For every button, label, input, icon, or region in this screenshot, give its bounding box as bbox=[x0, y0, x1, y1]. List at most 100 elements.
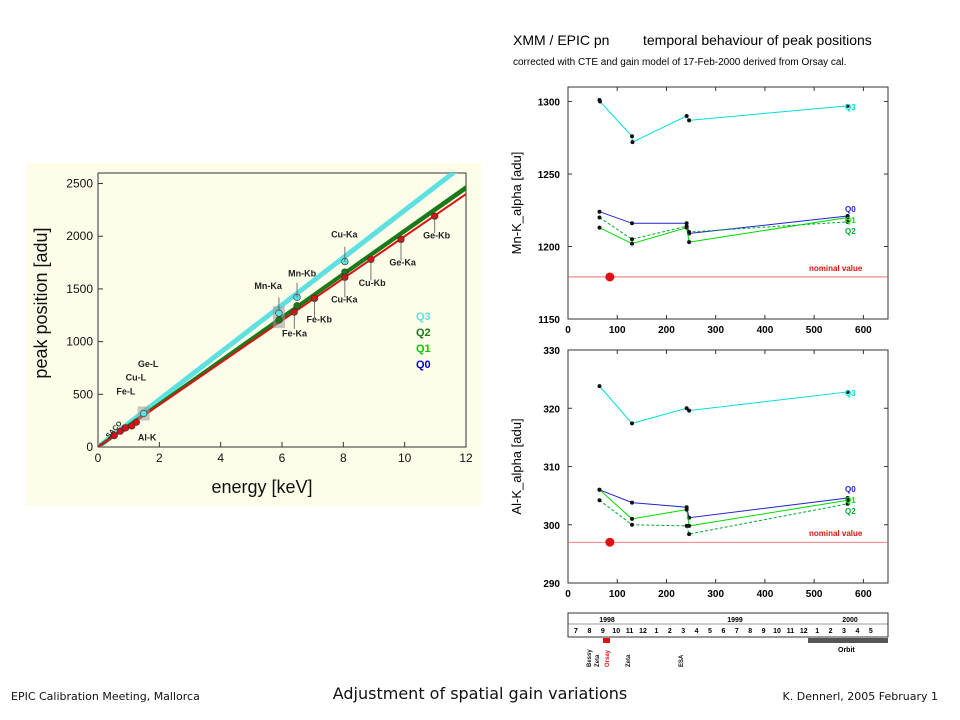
timeline-month: 1 bbox=[815, 628, 819, 635]
series-point bbox=[597, 225, 602, 230]
x-tick-label: 6 bbox=[279, 451, 286, 465]
series-point bbox=[684, 507, 689, 512]
legend-entry: Q2 bbox=[416, 327, 431, 339]
x-tick-label: 500 bbox=[806, 325, 823, 336]
x-tick-label: 300 bbox=[707, 589, 724, 600]
y-tick-label: 320 bbox=[543, 404, 560, 415]
series-point bbox=[630, 421, 634, 426]
series-point bbox=[845, 103, 850, 108]
x-tick-label: 100 bbox=[609, 589, 626, 600]
line-label: Cu-Ka bbox=[331, 229, 358, 239]
footer-meeting: EPIC Calibration Meeting, Mallorca bbox=[11, 690, 200, 703]
line-label: Mn-Ka bbox=[254, 281, 282, 291]
line-label: Ge-L bbox=[138, 359, 159, 369]
timeline-month: 8 bbox=[748, 628, 752, 635]
series-point bbox=[845, 501, 850, 506]
timeline-event: Orsay bbox=[605, 649, 611, 667]
series-line-q2 bbox=[599, 217, 848, 240]
series-point bbox=[597, 498, 602, 503]
series-point bbox=[687, 230, 692, 234]
legend-q3: Q3 bbox=[845, 389, 856, 398]
nominal-label: nominal value bbox=[809, 264, 863, 273]
timeline-month: 5 bbox=[708, 628, 712, 635]
timeline-month: 11 bbox=[626, 628, 634, 635]
timeline-year: 1998 bbox=[599, 617, 615, 624]
series-point bbox=[630, 500, 634, 505]
line-label: Al-K bbox=[138, 433, 157, 443]
legend-q0: Q0 bbox=[845, 485, 856, 494]
data-point bbox=[121, 424, 130, 432]
x-tick-label: 100 bbox=[609, 325, 626, 336]
footer-slide-title: Adjustment of spatial gain variations bbox=[332, 684, 628, 703]
series-point bbox=[687, 408, 692, 413]
data-point bbox=[132, 418, 140, 426]
series-point bbox=[630, 516, 634, 521]
timeline-month: 2 bbox=[829, 628, 833, 635]
line-label: Mn-Kb bbox=[288, 268, 316, 278]
timeline-month: 3 bbox=[681, 628, 685, 635]
plot-frame bbox=[567, 86, 889, 320]
fit-line-q3 bbox=[98, 173, 458, 447]
y-axis-label: peak position [adu] bbox=[31, 227, 51, 378]
data-point bbox=[140, 409, 148, 418]
x-tick-label: 0 bbox=[95, 451, 102, 465]
x-tick-label: 400 bbox=[757, 589, 774, 600]
legend-q1: Q1 bbox=[845, 216, 856, 225]
chart-title-2: temporal behaviour of peak positions bbox=[643, 32, 872, 48]
timeline-month: 10 bbox=[773, 628, 781, 635]
energy-calibration-chart: 0 2 4 6 8 10 12 0 500 1000 1500 2000 2500 energy [keV… bbox=[31, 172, 473, 497]
series-point bbox=[687, 118, 692, 123]
legend-q2: Q2 bbox=[845, 227, 856, 236]
x-tick-label: 0 bbox=[565, 589, 571, 600]
series-point bbox=[630, 221, 634, 226]
series-line-q1 bbox=[599, 217, 848, 245]
temporal-behaviour-chart: XMM / EPIC pn temporal behaviour of peak … bbox=[509, 32, 889, 667]
series-point bbox=[597, 487, 602, 492]
legend-q3: Q3 bbox=[845, 103, 856, 112]
timeline-month: 4 bbox=[855, 628, 859, 635]
legend-entry: Q0 bbox=[416, 359, 431, 371]
series-point bbox=[597, 384, 602, 389]
line-label: Cu-Ka bbox=[331, 295, 358, 305]
data-point bbox=[110, 432, 118, 440]
x-tick-label: 400 bbox=[757, 325, 774, 336]
timeline-month: 5 bbox=[869, 628, 873, 635]
y-axis-label: Mn-K_alpha [adu] bbox=[509, 152, 524, 255]
series-point bbox=[684, 224, 689, 229]
y-tick-label: 1150 bbox=[538, 315, 560, 326]
chart-title: XMM / EPIC pn bbox=[513, 32, 609, 48]
legend-q0: Q0 bbox=[845, 205, 856, 214]
timeline-month: 12 bbox=[800, 628, 808, 635]
series-point bbox=[845, 215, 850, 220]
timeline-event: Zeta bbox=[626, 654, 632, 667]
plot-frame bbox=[567, 349, 889, 584]
series-point bbox=[630, 522, 634, 527]
nominal-marker bbox=[605, 272, 615, 282]
x-axis-label: energy [keV] bbox=[211, 477, 312, 497]
timeline-month: 11 bbox=[787, 628, 795, 635]
x-tick-label: 500 bbox=[806, 589, 823, 600]
series-line-q1 bbox=[599, 489, 848, 527]
nominal-marker bbox=[605, 537, 615, 547]
x-tick-label: 10 bbox=[398, 451, 412, 465]
series-line-q0 bbox=[599, 489, 848, 519]
orsay-marker bbox=[603, 638, 610, 643]
series-point bbox=[630, 134, 634, 139]
timeline-event: ESA bbox=[679, 654, 685, 667]
y-tick-label: 1250 bbox=[538, 170, 561, 181]
y-tick-label: 1300 bbox=[538, 98, 561, 109]
line-label: Fe-Ka bbox=[282, 328, 308, 338]
y-tick-label: 330 bbox=[543, 346, 560, 357]
x-tick-label: 8 bbox=[340, 451, 347, 465]
y-axis-label: Al-K_alpha [adu] bbox=[509, 418, 524, 514]
timeline-month: 4 bbox=[695, 628, 699, 635]
series-point bbox=[630, 237, 634, 242]
timeline-month: 6 bbox=[721, 628, 725, 635]
series-point bbox=[598, 99, 602, 104]
x-tick-label: 12 bbox=[459, 451, 473, 465]
timeline-month: 7 bbox=[574, 628, 578, 635]
nominal-label: nominal value bbox=[809, 529, 863, 538]
series-point bbox=[597, 215, 602, 220]
timeline-month: 2 bbox=[668, 628, 672, 635]
timeline-month: 3 bbox=[842, 628, 846, 635]
